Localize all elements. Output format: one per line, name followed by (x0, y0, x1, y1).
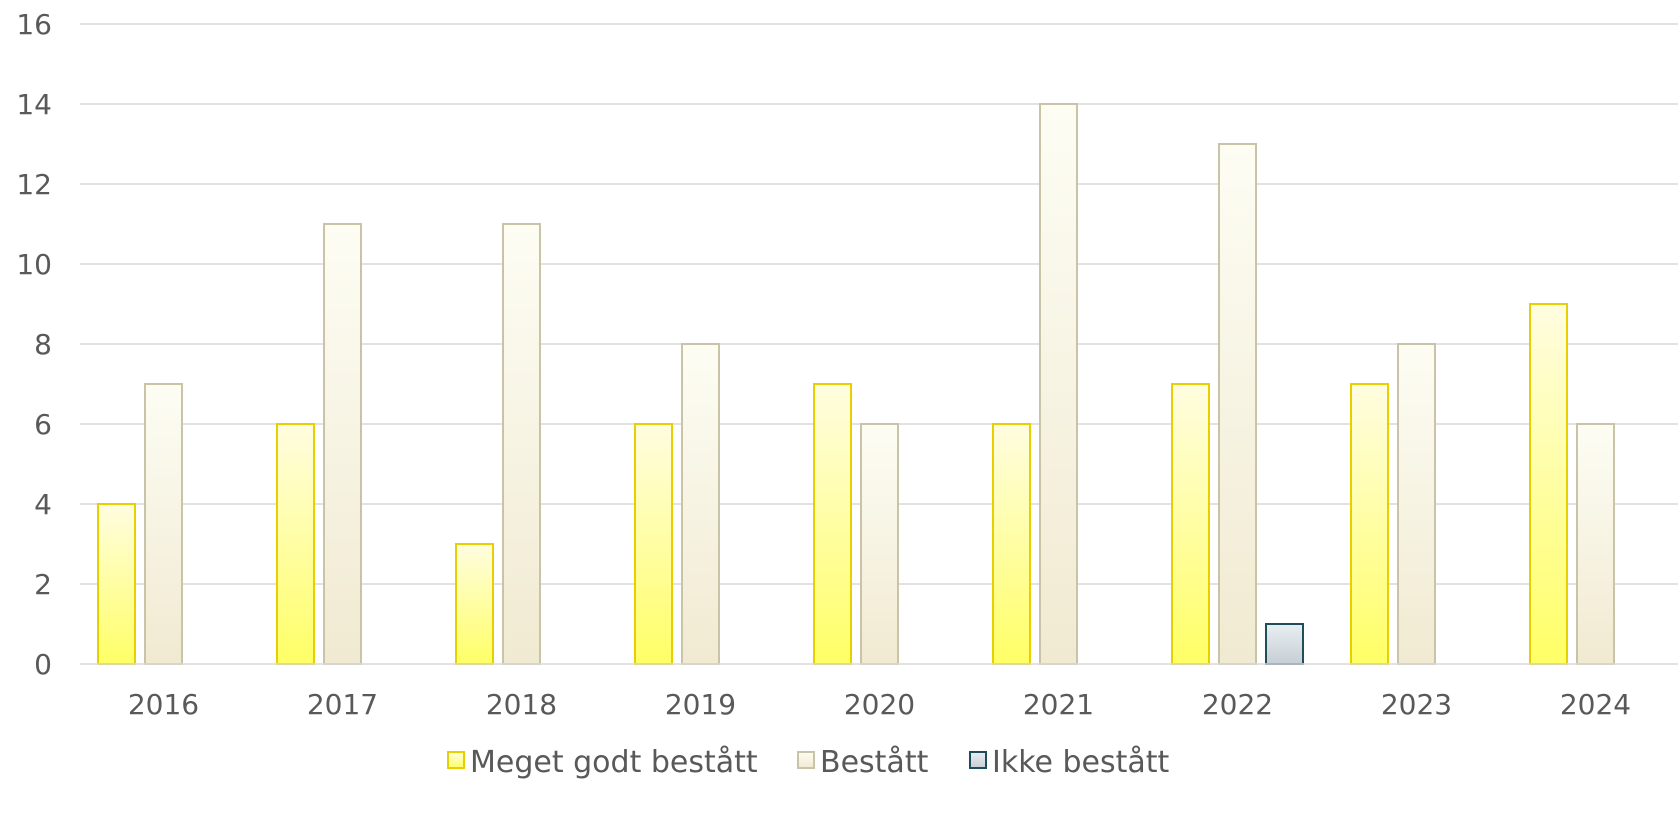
x-tick-label: 2016 (128, 688, 199, 721)
y-tick-label: 14 (16, 88, 52, 121)
x-axis-ticks: 2016 2017 2018 2019 2020 2021 2022 2023 2024 (128, 688, 1631, 721)
legend-swatch (969, 751, 987, 769)
bar (1265, 623, 1304, 665)
bar (1576, 423, 1615, 665)
legend-item: Ikke bestått (969, 745, 1170, 780)
legend-label: Bestått (820, 745, 929, 780)
bar (1529, 303, 1568, 665)
bar (860, 423, 899, 665)
bar (813, 383, 852, 665)
y-axis-ticks: 0 2 4 6 8 10 12 14 16 (16, 8, 52, 681)
y-tick-label: 6 (34, 408, 52, 441)
y-tick-label: 10 (16, 248, 52, 281)
x-tick-label: 2021 (1023, 688, 1094, 721)
legend-label: Meget godt bestått (470, 745, 758, 780)
bar (1350, 383, 1389, 665)
legend-swatch (447, 751, 465, 769)
bar (1397, 343, 1436, 665)
bar (455, 543, 494, 665)
bar (1171, 383, 1210, 665)
y-tick-label: 4 (34, 488, 52, 521)
bars (97, 103, 1615, 665)
bar (502, 223, 541, 665)
y-tick-label: 12 (16, 168, 52, 201)
y-tick-label: 2 (34, 568, 52, 601)
bar (1218, 143, 1257, 665)
x-tick-label: 2019 (665, 688, 736, 721)
bar (681, 343, 720, 665)
bar (97, 503, 136, 665)
bar (323, 223, 362, 665)
bar (276, 423, 315, 665)
legend-item: Meget godt bestått (447, 745, 758, 780)
x-tick-label: 2018 (486, 688, 557, 721)
legend-label: Ikke bestått (992, 745, 1170, 780)
bar (992, 423, 1031, 665)
bar (1039, 103, 1078, 665)
y-tick-label: 0 (34, 648, 52, 681)
x-tick-label: 2017 (307, 688, 378, 721)
y-tick-label: 8 (34, 328, 52, 361)
legend-item: Bestått (797, 745, 929, 780)
x-tick-label: 2022 (1202, 688, 1273, 721)
bar (634, 423, 673, 665)
x-tick-label: 2023 (1381, 688, 1452, 721)
legend-swatch (797, 751, 815, 769)
legend: Meget godt bestått Bestått Ikke bestått (447, 745, 1170, 780)
x-tick-label: 2024 (1560, 688, 1631, 721)
x-tick-label: 2020 (844, 688, 915, 721)
bar (144, 383, 183, 665)
y-tick-label: 16 (16, 8, 52, 41)
